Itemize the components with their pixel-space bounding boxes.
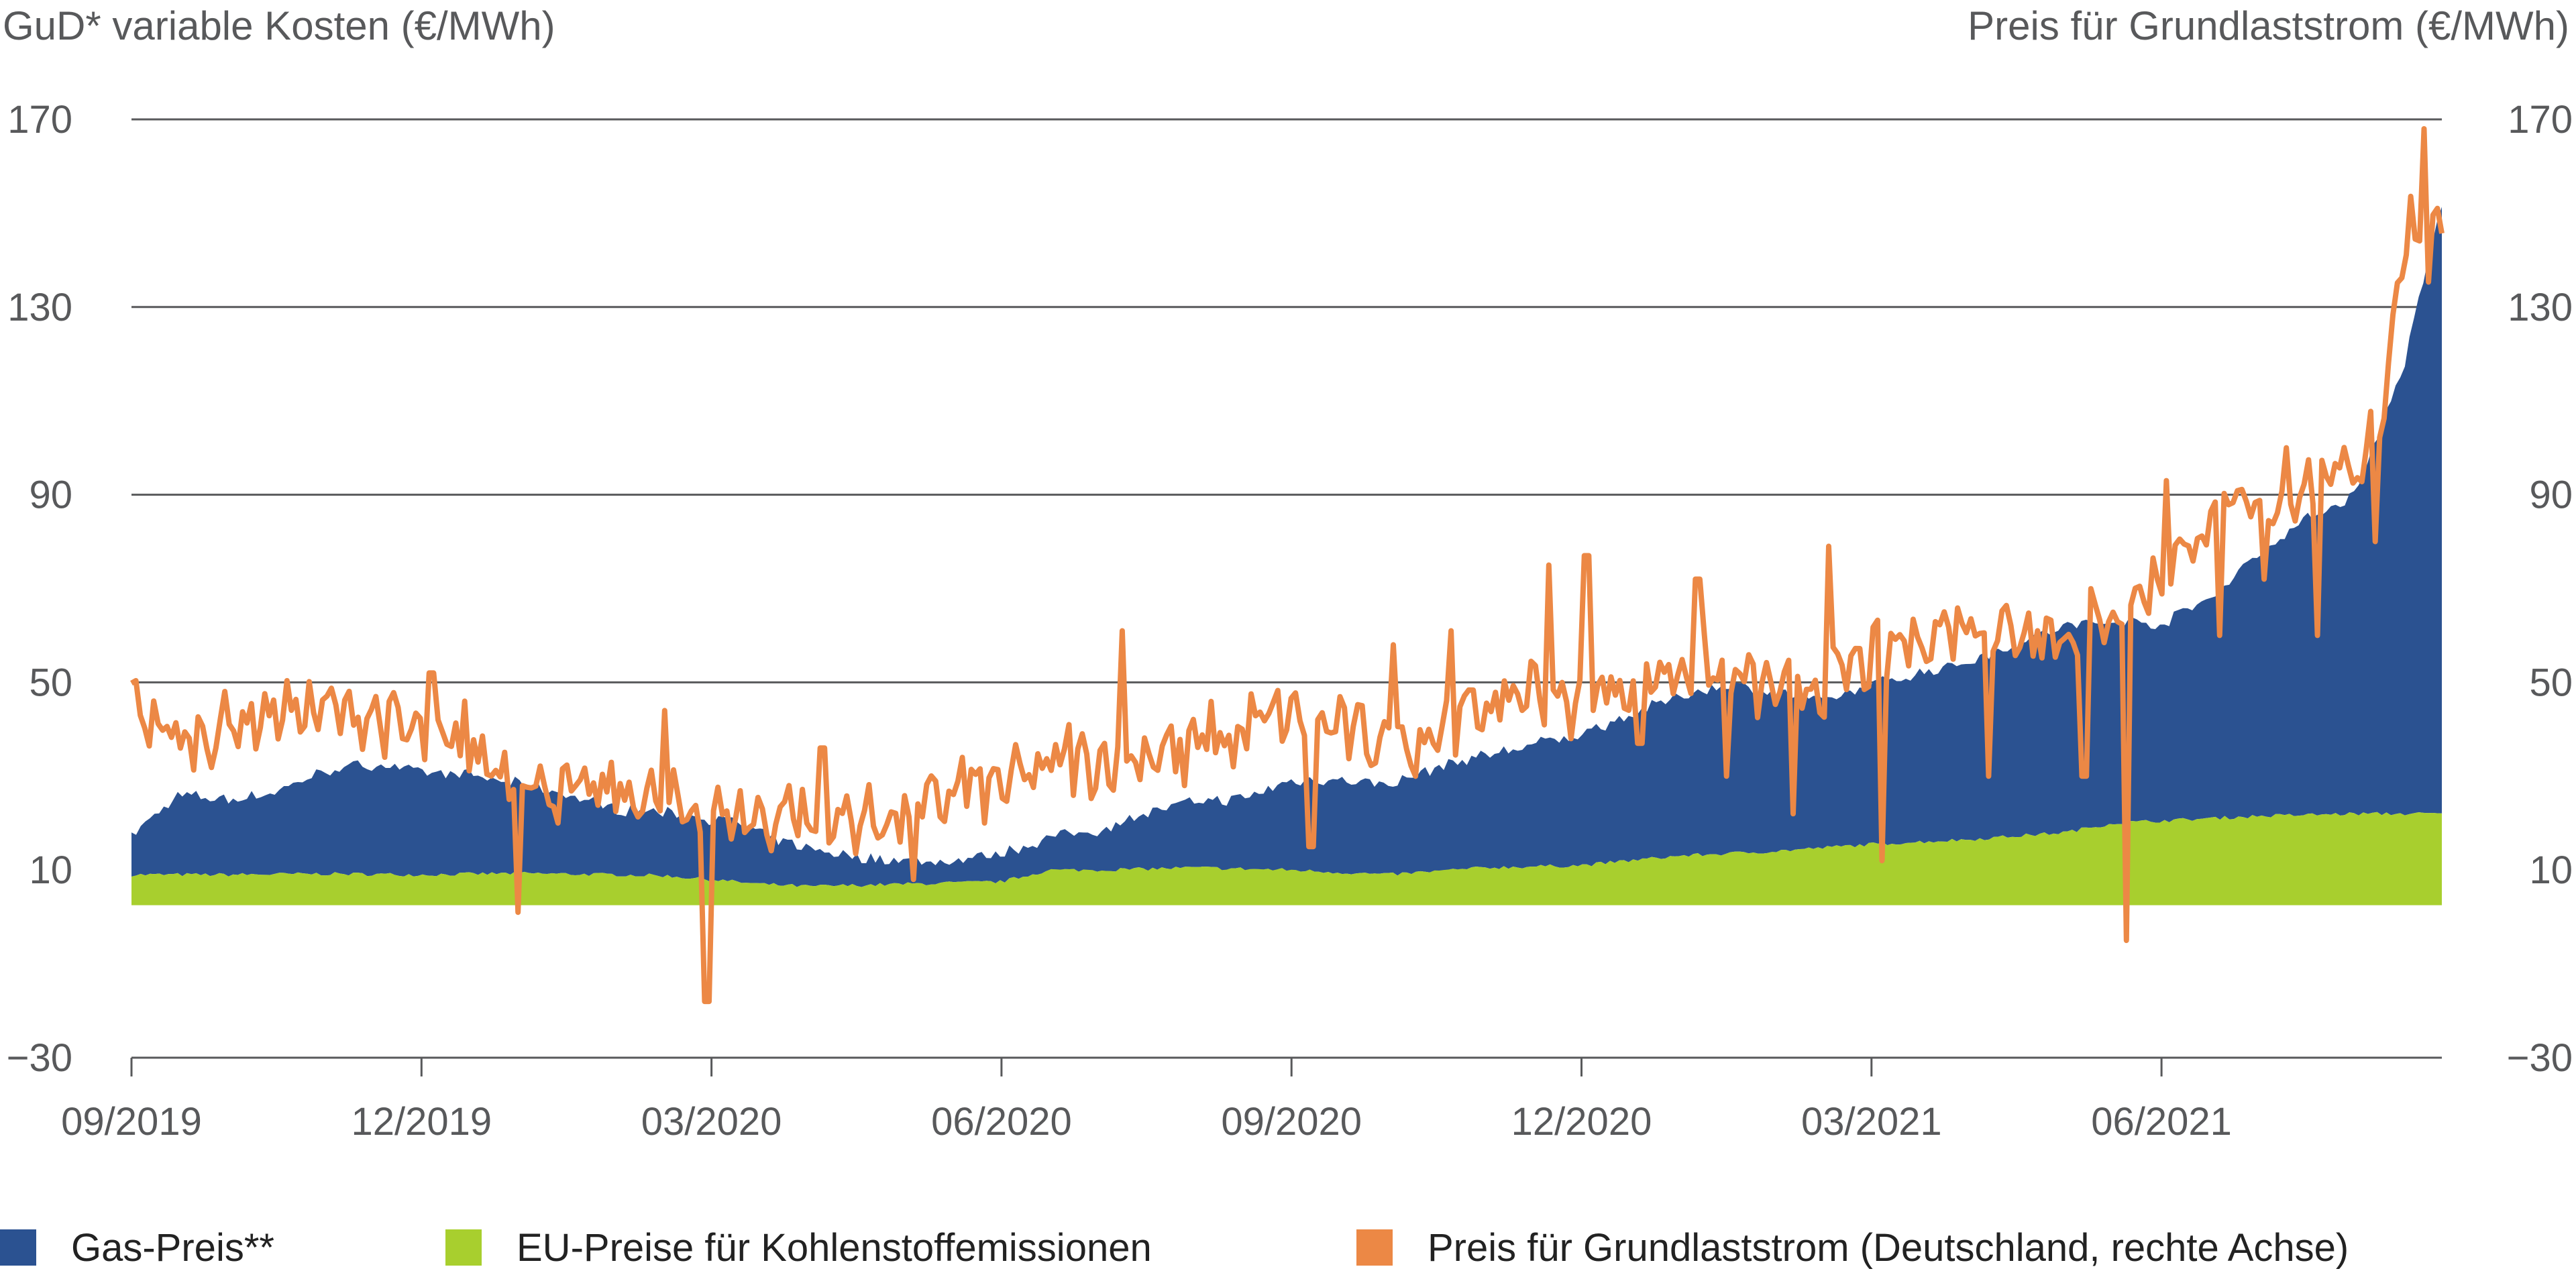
x-tick-label: 12/2020: [1511, 1100, 1652, 1144]
x-tick-label: 06/2021: [2091, 1100, 2232, 1144]
y-right-tick-label: 90: [2529, 474, 2573, 517]
x-tick-label: 12/2019: [351, 1100, 492, 1144]
baseload-price-line: [130, 126, 2445, 1005]
legend-item-baseload: Preis für Grundlaststrom (Deutschland, r…: [1356, 1224, 2349, 1271]
legend-swatch-emissions: [445, 1229, 482, 1266]
x-tick-label: 09/2020: [1221, 1100, 1362, 1144]
y-right-tick-label: 170: [2508, 98, 2573, 142]
y-axis-right: 170 130 90 50 10 −30: [2507, 98, 2573, 1080]
x-tick-label: 09/2019: [61, 1100, 202, 1144]
gas-price-area: [131, 207, 2442, 887]
left-axis-title: GuD* variable Kosten (€/MWh): [3, 3, 555, 48]
legend-swatch-baseload: [1356, 1229, 1393, 1266]
y-left-tick-label: −30: [7, 1036, 72, 1080]
y-axis-left: 170 130 90 50 10 −30: [7, 98, 72, 1080]
y-left-tick-label: 10: [29, 848, 72, 892]
legend-label-baseload: Preis für Grundlaststrom (Deutschland, r…: [1428, 1225, 2349, 1270]
legend: Gas-Preis** EU-Preise für Kohlenstoffemi…: [0, 1224, 2576, 1271]
emission-price-area: [131, 812, 2442, 905]
y-right-tick-label: 50: [2529, 661, 2573, 704]
y-left-tick-label: 130: [7, 286, 72, 329]
legend-swatch-gas: [0, 1229, 36, 1266]
x-axis: 09/2019 12/2019 03/2020 06/2020 09/2020 12/20…: [61, 1056, 2442, 1144]
legend-label-gas: Gas-Preis**: [71, 1225, 274, 1270]
x-tick-label: 03/2020: [641, 1100, 782, 1144]
legend-item-emissions: EU-Preise für Kohlenstoffemissionen: [445, 1224, 1152, 1271]
right-axis-title: Preis für Grundlaststrom (€/MWh): [1968, 3, 2569, 48]
y-left-tick-label: 170: [7, 98, 72, 142]
x-tick-label: 03/2021: [1801, 1100, 1942, 1144]
legend-item-gas: Gas-Preis**: [0, 1224, 274, 1271]
y-right-tick-label: −30: [2507, 1036, 2573, 1080]
line-layer: [130, 126, 2445, 1005]
y-right-tick-label: 10: [2529, 848, 2573, 892]
y-left-tick-label: 90: [29, 474, 72, 517]
legend-label-emissions: EU-Preise für Kohlenstoffemissionen: [517, 1225, 1152, 1270]
y-right-tick-label: 130: [2508, 286, 2573, 329]
y-left-tick-label: 50: [29, 661, 72, 704]
x-tick-label: 06/2020: [931, 1100, 1072, 1144]
area-layer: [131, 207, 2442, 905]
